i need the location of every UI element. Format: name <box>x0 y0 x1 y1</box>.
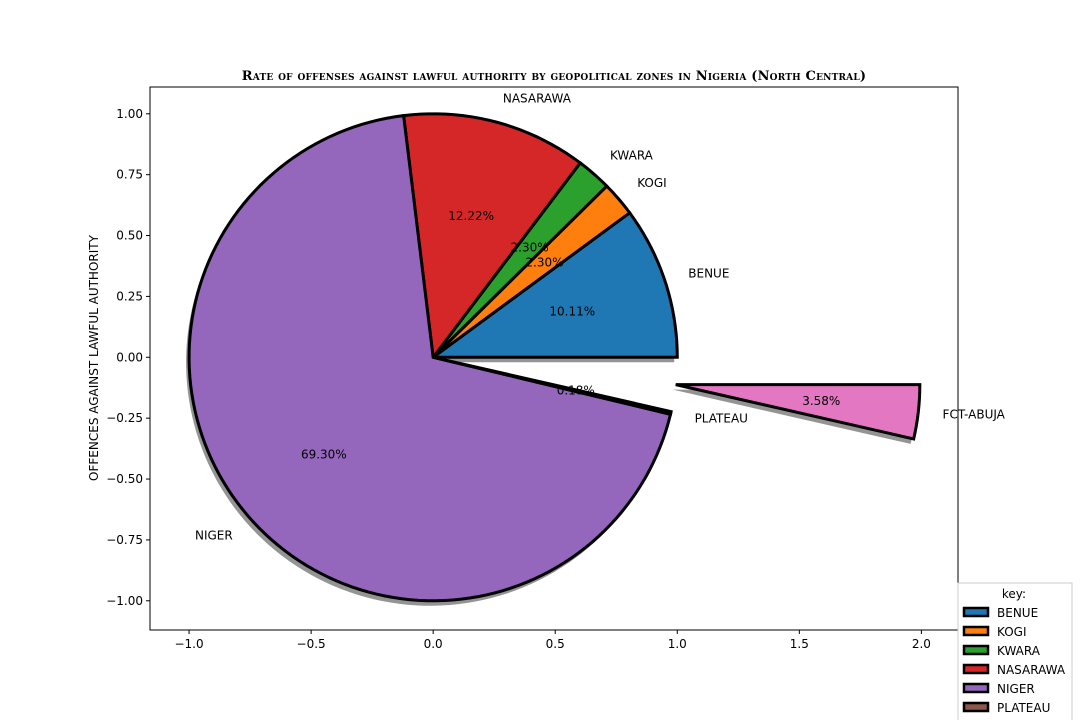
plot-frame <box>149 86 959 631</box>
legend: key: BENUE KOGI KWARA NASARAWA NIGER PLATEAU <box>957 582 1073 720</box>
legend-swatch-kogi <box>962 625 990 637</box>
slice-fct-abuja <box>675 383 922 441</box>
slice-label-nasarawa: NASARAWA <box>503 92 572 106</box>
y-tick-label: 0.25 <box>116 289 143 303</box>
y-tick-label: 0.75 <box>116 168 143 182</box>
pie-slices <box>187 112 922 603</box>
legend-label-benue: BENUE <box>997 606 1038 620</box>
slice-kwara <box>431 160 609 359</box>
legend-entries: BENUE KOGI KWARA NASARAWA NIGER PLATEAU <box>962 606 1066 715</box>
x-tick-label: −1.0 <box>174 637 203 651</box>
x-tick-label: −0.5 <box>297 637 326 651</box>
slice-pct-fct-abuja: 3.58% <box>802 394 840 408</box>
x-tick-label: 1.0 <box>668 637 687 651</box>
y-tick-label: −0.75 <box>106 533 143 547</box>
slice-label-kogi: KOGI <box>637 176 667 190</box>
y-axis-label: OFFENCES AGAINST LAWFUL AUTHORITY <box>87 234 101 481</box>
slice-plateau <box>432 355 673 417</box>
legend-swatch-kwara <box>962 644 990 656</box>
x-tick-label: 1.5 <box>790 637 809 651</box>
slice-pct-plateau: 0.18% <box>557 384 595 398</box>
legend-swatch-niger <box>962 682 990 694</box>
y-tick-label: −0.25 <box>106 411 143 425</box>
slice-label-benue: BENUE <box>688 267 729 281</box>
slice-label-kwara: KWARA <box>610 149 654 163</box>
y-tick-label: −0.50 <box>106 472 143 486</box>
y-tick-label: 0.00 <box>116 350 143 364</box>
legend-label-niger: NIGER <box>997 682 1035 696</box>
legend-swatch-plateau <box>962 701 990 713</box>
legend-swatch-nasarawa <box>962 663 990 675</box>
y-tick-label: 1.00 <box>116 107 143 121</box>
y-tick-label: 0.50 <box>116 229 143 243</box>
slice-labels: BENUE 10.11% KOGI 2.30% KWARA 2.30% NASARAWA 12… <box>195 92 1006 543</box>
slice-pct-niger: 69.30% <box>301 447 347 461</box>
x-tick-label: 2.0 <box>912 637 931 651</box>
slice-label-plateau: PLATEAU <box>695 412 748 426</box>
slice-niger <box>187 113 673 603</box>
x-axis-ticks: −1.0 −0.5 0.0 0.5 1.0 1.5 2.0 <box>174 630 931 651</box>
legend-swatch-benue <box>962 606 990 618</box>
legend-title: key: <box>1002 587 1026 601</box>
x-tick-label: 0.0 <box>424 637 443 651</box>
legend-label-plateau: PLATEAU <box>997 701 1050 715</box>
slice-pct-kwara: 2.30% <box>511 240 549 254</box>
y-tick-label: −1.00 <box>106 594 143 608</box>
slice-nasarawa <box>401 112 583 362</box>
slice-pct-kogi: 2.30% <box>525 255 563 269</box>
slice-label-niger: NIGER <box>195 528 233 542</box>
legend-label-kogi: KOGI <box>997 625 1027 639</box>
slice-pct-nasarawa: 12.22% <box>448 209 494 223</box>
legend-label-kwara: KWARA <box>997 644 1041 658</box>
slice-pct-benue: 10.11% <box>549 305 595 319</box>
chart-title: Rate of offenses against lawful authorit… <box>242 69 866 84</box>
x-tick-label: 0.5 <box>546 637 565 651</box>
y-axis-ticks: 1.00 0.75 0.50 0.25 0.00 −0.25 −0.50 −0.75 −1.00 <box>106 107 150 608</box>
slice-benue <box>428 210 679 359</box>
slice-kogi <box>432 183 632 359</box>
legend-label-nasarawa: NASARAWA <box>997 663 1066 677</box>
slice-label-fct-abuja: FCT-ABUJA <box>943 408 1006 422</box>
